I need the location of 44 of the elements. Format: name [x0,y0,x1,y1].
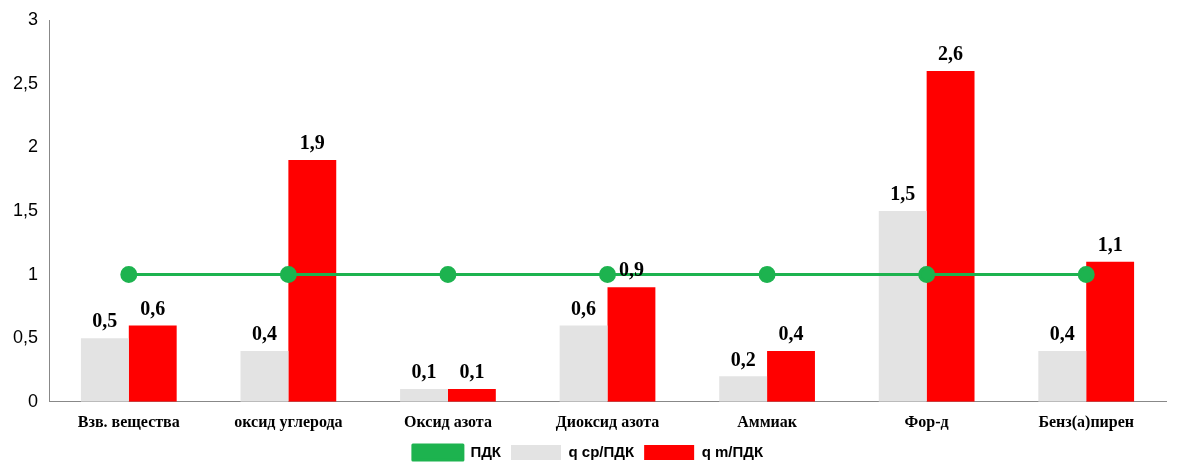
x-tick-label: оксид углерода [234,412,343,431]
data-label: 1,5 [890,182,916,205]
data-label: 0,4 [778,322,804,345]
y-tick-label: 3 [28,8,39,29]
bar [719,376,768,402]
x-tick-label: Диоксид азота [555,412,660,431]
data-label: 2,6 [938,42,964,65]
data-label: 0,4 [1049,322,1075,345]
bar [400,389,448,402]
bar [447,389,496,402]
x-tick-label: Фор-д [904,412,949,431]
y-tick-label: 0 [28,390,39,411]
x-tick-label: Аммиак [737,412,798,430]
data-label: 0,6 [140,296,166,319]
legend-label: ПДК [470,442,502,460]
bar [240,350,289,402]
legend-label: q ср/ПДК [568,442,635,460]
data-label: 0,1 [411,360,437,383]
data-label: 0,6 [571,296,597,319]
data-label: 1,9 [299,131,325,154]
data-label: 0,4 [251,322,277,345]
legend-label: q m/ПДК [701,442,764,460]
y-tick-label: 2 [28,136,39,157]
y-tick-label: 2,5 [12,72,39,93]
y-tick-label: 1,5 [12,199,39,220]
x-tick-label: Взв. вещества [77,412,180,430]
bar [80,338,129,402]
bar [607,287,656,402]
data-label: 0,5 [92,309,118,332]
bar [559,325,608,402]
bar [767,350,815,402]
x-tick-label: Бенз(а)пирен [1038,412,1135,431]
x-tick-label: Оксид азота [404,412,492,430]
data-label: 1,1 [1097,232,1123,255]
y-tick-label: 1 [28,263,39,284]
bar [1038,350,1087,402]
bar [878,210,927,402]
data-label: 0,1 [459,360,485,383]
bar [288,159,337,402]
bar [1086,261,1135,402]
bar [926,70,975,402]
data-label: 0,2 [730,347,756,370]
bar [128,325,177,402]
y-tick-label: 0,5 [12,327,39,348]
